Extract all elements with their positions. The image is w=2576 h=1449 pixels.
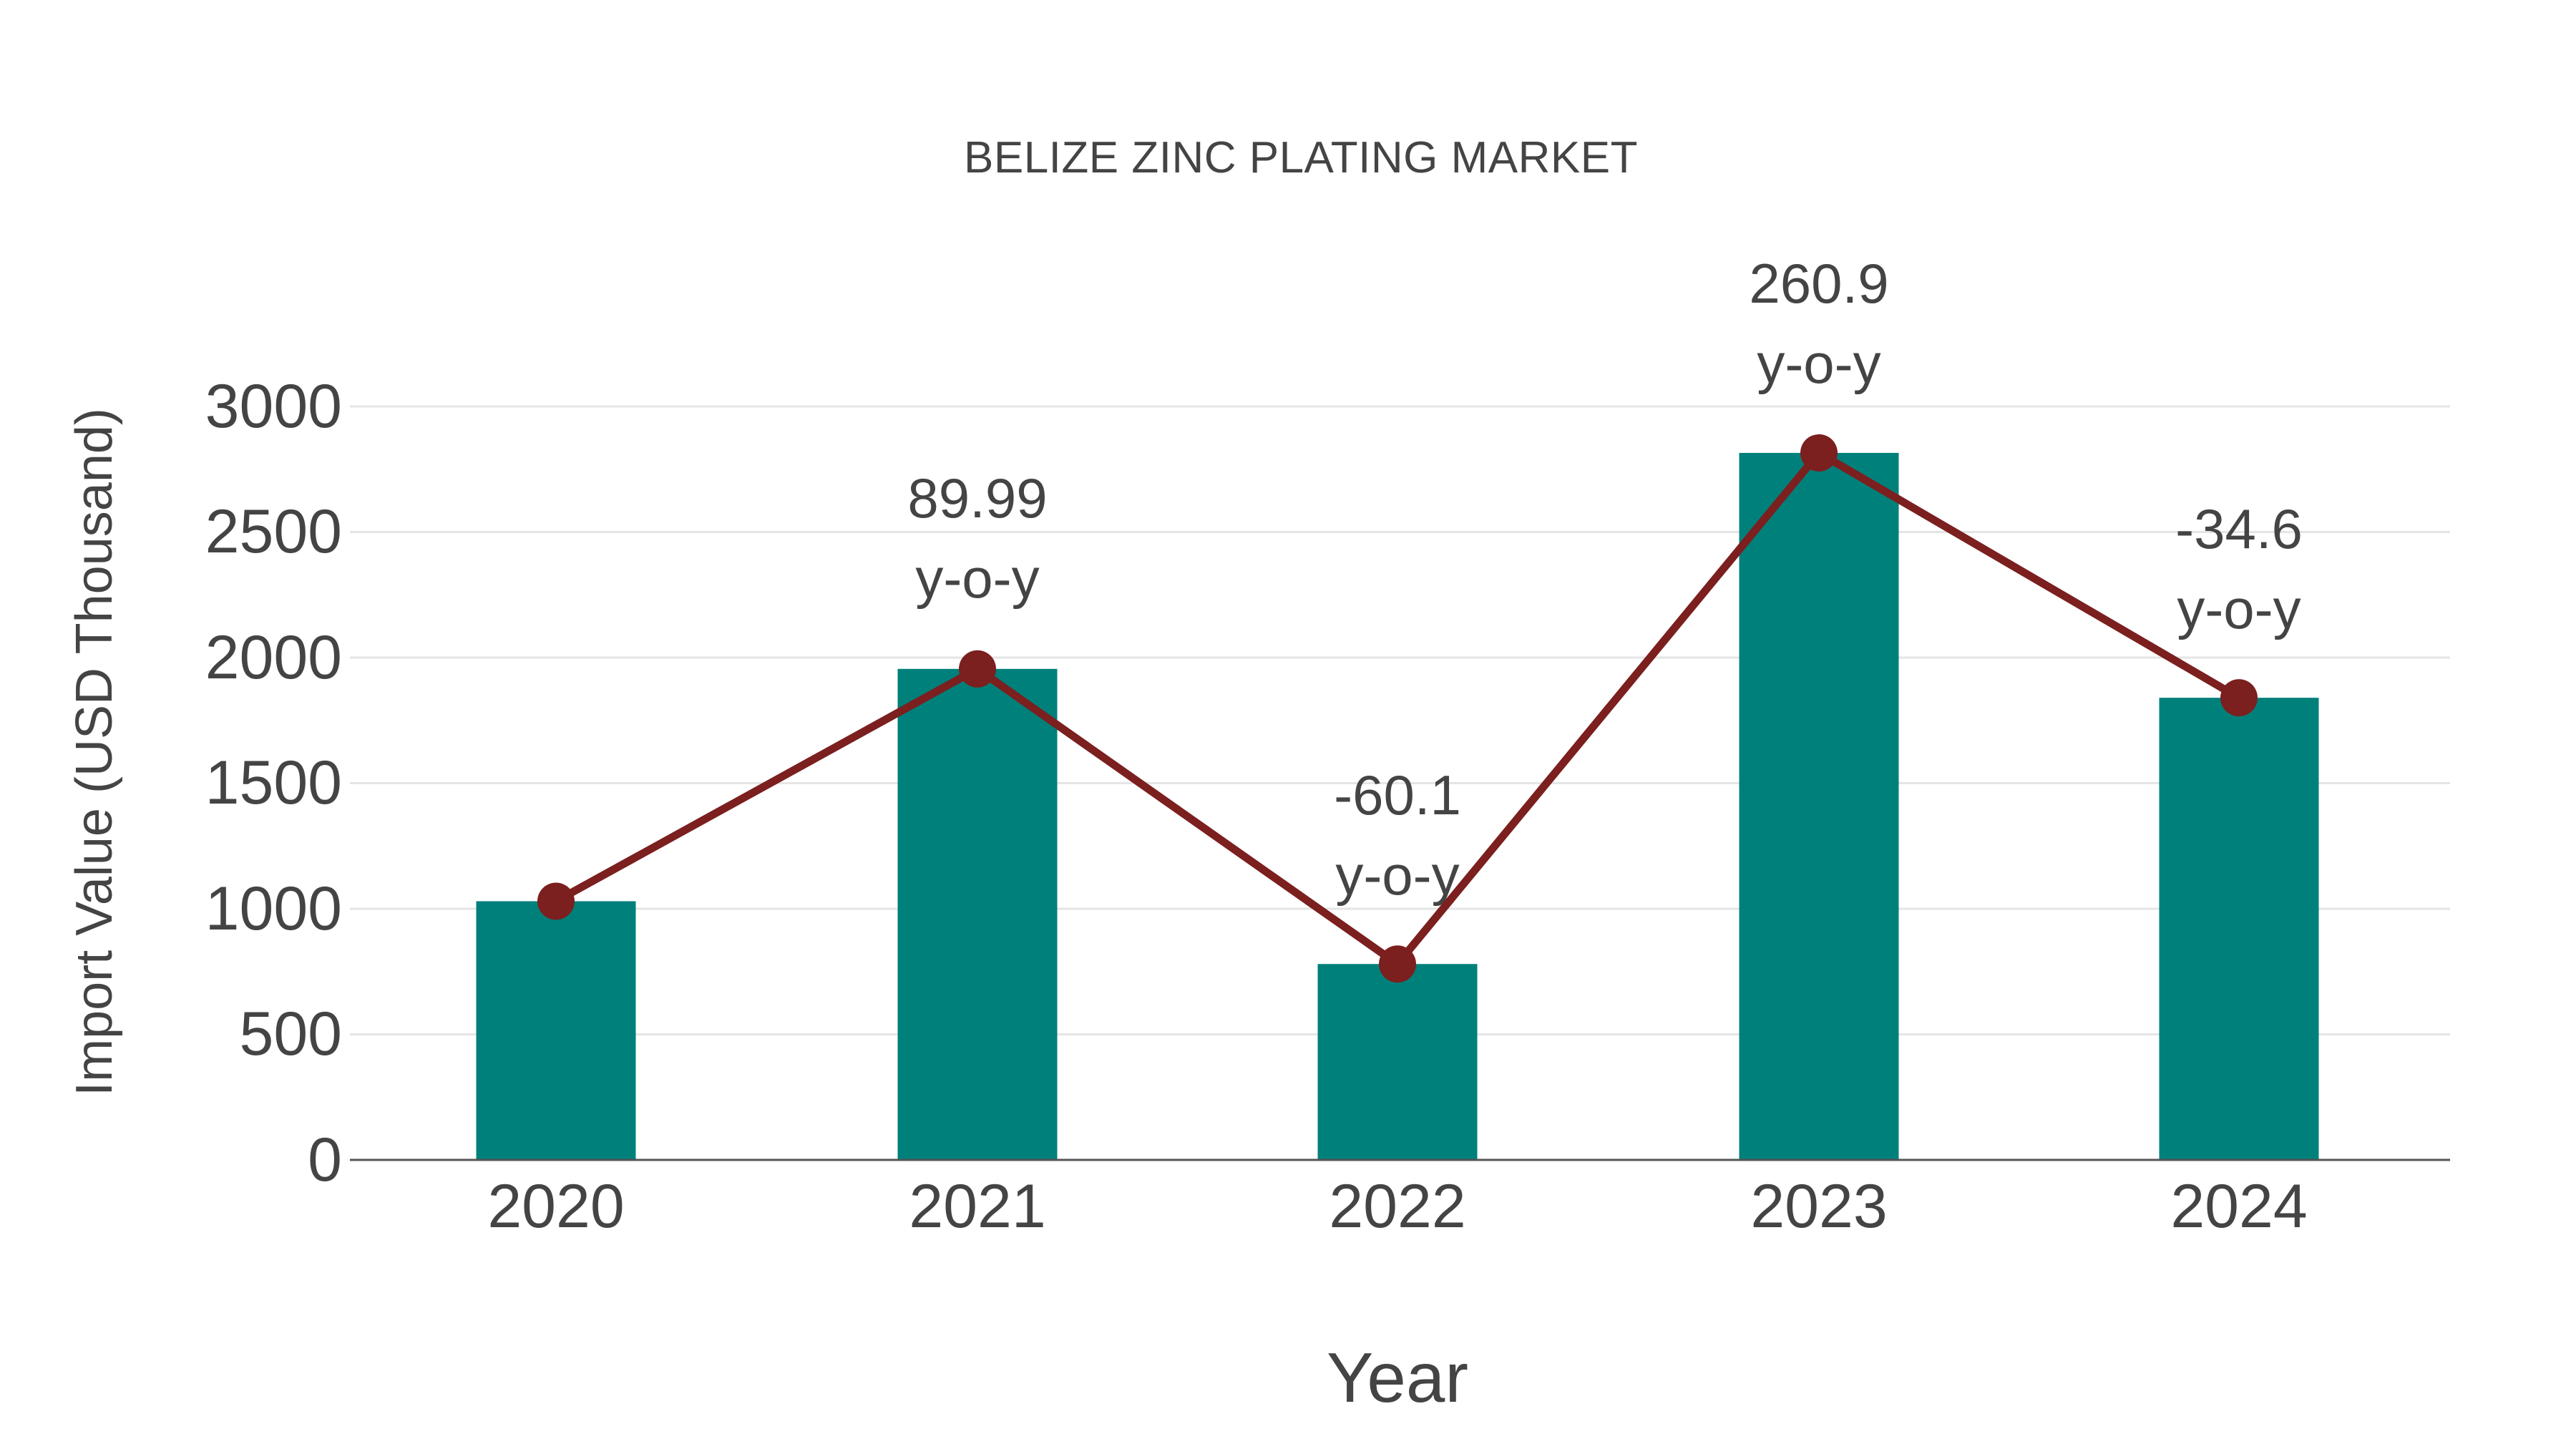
bar-2024 — [2159, 698, 2319, 1160]
x-tick-2022: 2022 — [1329, 1172, 1466, 1241]
y-tick-1500: 1500 — [205, 748, 342, 817]
trend-line — [554, 449, 2241, 968]
annotation-suffix: y-o-y — [2177, 577, 2301, 640]
data-point-2023 — [1800, 434, 1838, 472]
x-tick-2023: 2023 — [1750, 1172, 1888, 1241]
annotation-suffix: y-o-y — [1757, 332, 1881, 395]
data-point-2022 — [1379, 945, 1416, 983]
x-tick-2020: 2020 — [487, 1172, 625, 1241]
annotation-2022: -60.1 y-o-y — [1254, 755, 1541, 915]
y-tick-2500: 2500 — [205, 497, 342, 566]
annotation-value: -60.1 — [1334, 763, 1461, 826]
y-tick-500: 500 — [239, 1000, 343, 1068]
data-point-2020 — [537, 882, 575, 920]
annotation-2021: 89.99 y-o-y — [834, 458, 1121, 618]
y-tick-1000: 1000 — [205, 874, 342, 943]
x-tick-2024: 2024 — [2170, 1172, 2308, 1241]
annotation-value: 260.9 — [1749, 252, 1889, 315]
y-tick-3000: 3000 — [205, 372, 342, 441]
annotation-value: -34.6 — [2175, 497, 2303, 560]
chart-title: BELIZE ZINC PLATING MARKET — [963, 133, 1638, 182]
y-tick-0: 0 — [308, 1126, 342, 1194]
y-tick-2000: 2000 — [205, 623, 342, 692]
data-point-2024 — [2220, 679, 2258, 717]
x-axis-title: Year — [1326, 1338, 1468, 1417]
data-point-2021 — [959, 650, 996, 688]
bar-2020 — [476, 901, 636, 1160]
bar-2022 — [1317, 964, 1478, 1160]
annotation-2024: -34.6 y-o-y — [2096, 489, 2382, 649]
x-tick-2021: 2021 — [909, 1172, 1046, 1241]
annotation-value: 89.99 — [907, 467, 1048, 530]
annotation-suffix: y-o-y — [915, 547, 1040, 610]
annotation-2023: 260.9 y-o-y — [1676, 243, 1962, 404]
bar-2023 — [1739, 452, 1899, 1160]
annotation-suffix: y-o-y — [1335, 844, 1460, 907]
bar-2021 — [897, 668, 1058, 1160]
